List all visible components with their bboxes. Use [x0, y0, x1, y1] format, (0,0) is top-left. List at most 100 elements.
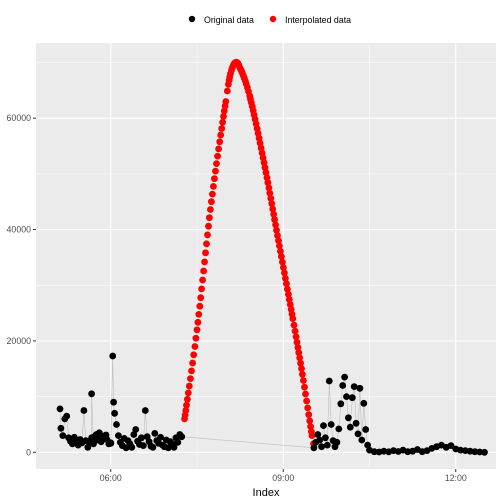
interpolated-point: [201, 258, 209, 266]
interpolated-point: [206, 214, 213, 222]
interpolated-point: [284, 285, 291, 293]
interpolated-point: [184, 389, 192, 397]
interpolated-point: [282, 275, 289, 282]
interpolated-point: [308, 432, 316, 439]
original-point: [128, 443, 136, 451]
interpolated-point: [185, 382, 193, 390]
interpolated-point: [264, 179, 272, 187]
interpolated-point: [208, 198, 215, 206]
original-point: [178, 433, 186, 441]
interpolated-point: [220, 113, 227, 120]
original-point: [348, 394, 356, 402]
interpolated-point: [297, 359, 304, 367]
interpolated-point: [192, 334, 200, 342]
interpolated-point: [209, 190, 216, 198]
original-point: [352, 419, 360, 427]
legend-label-interpolated: Interpolated data: [285, 15, 351, 25]
original-point: [358, 436, 366, 444]
interpolated-point: [276, 242, 283, 250]
interpolated-point: [198, 285, 206, 293]
interpolated-point: [187, 375, 194, 382]
original-point: [139, 442, 147, 449]
original-point: [110, 398, 117, 406]
interpolated-point: [263, 174, 271, 182]
original-point: [345, 414, 352, 422]
interpolated-point: [274, 232, 281, 239]
plot-panel: [36, 43, 496, 469]
interpolated-point: [190, 351, 198, 359]
original-point: [97, 435, 105, 443]
interpolated-point: [191, 343, 199, 350]
x-tick-label: 06:00: [100, 473, 122, 483]
y-tick-label: 0: [26, 447, 31, 457]
original-point: [335, 425, 343, 433]
original-point: [57, 424, 65, 432]
interpolated-point: [302, 390, 309, 398]
interpolated-point: [211, 175, 218, 183]
interpolated-point: [292, 333, 300, 341]
interpolated-point: [266, 189, 274, 197]
original-point: [151, 430, 159, 437]
original-point: [370, 448, 378, 456]
interpolated-point: [296, 354, 304, 362]
original-point: [362, 426, 370, 433]
interpolated-point: [295, 349, 303, 357]
original-point: [56, 405, 64, 413]
interpolated-point: [298, 365, 305, 372]
interpolated-point: [189, 359, 197, 367]
interpolated-point: [218, 125, 226, 132]
original-point: [63, 412, 71, 420]
original-point: [141, 407, 149, 414]
original-point: [350, 383, 358, 390]
axes-layer: 0 20000 40000 60000 06:00 09:00 12:00: [7, 113, 467, 483]
interpolated-point: [217, 131, 225, 139]
interpolated-point: [188, 367, 195, 375]
interpolated-point: [205, 222, 212, 230]
original-point: [341, 373, 348, 381]
interpolated-point: [265, 184, 273, 192]
interpolated-point: [193, 326, 201, 334]
original-point: [102, 431, 110, 439]
original-point: [111, 409, 118, 417]
interpolated-point: [196, 302, 204, 310]
original-point: [337, 400, 345, 408]
original-point: [59, 432, 67, 439]
interpolated-point: [215, 145, 223, 153]
interpolated-point: [223, 87, 231, 95]
y-tick-label: 20000: [7, 336, 32, 346]
interpolated-point: [267, 195, 275, 202]
interpolated-point: [204, 231, 211, 239]
y-tick-label: 60000: [7, 113, 32, 123]
interpolated-point: [269, 205, 277, 213]
original-point: [333, 438, 341, 446]
interpolated-point: [197, 294, 205, 302]
original-point: [80, 407, 88, 414]
interpolated-point: [301, 383, 308, 391]
original-point: [316, 436, 324, 444]
interpolated-point: [182, 407, 190, 414]
original-point: [476, 448, 484, 456]
original-point: [354, 430, 362, 438]
original-point: [322, 434, 329, 442]
legend-label-original: Original data: [204, 15, 254, 25]
original-point: [170, 443, 178, 451]
x-axis-title: Index: [253, 487, 280, 499]
interpolated-point: [305, 411, 313, 418]
interpolated-point: [307, 423, 314, 430]
original-point: [310, 444, 318, 452]
interpolated-point: [281, 269, 288, 277]
original-point: [471, 448, 479, 456]
original-point: [88, 390, 95, 398]
x-tick-label: 12:00: [445, 473, 467, 483]
interpolated-point: [212, 167, 219, 175]
original-point: [343, 393, 350, 400]
interpolated-point: [278, 253, 285, 260]
original-point: [447, 442, 455, 449]
original-point: [149, 443, 157, 451]
x-tick-label: 09:00: [272, 473, 294, 483]
original-point: [157, 433, 165, 441]
original-point: [360, 399, 368, 407]
original-point: [318, 443, 325, 451]
